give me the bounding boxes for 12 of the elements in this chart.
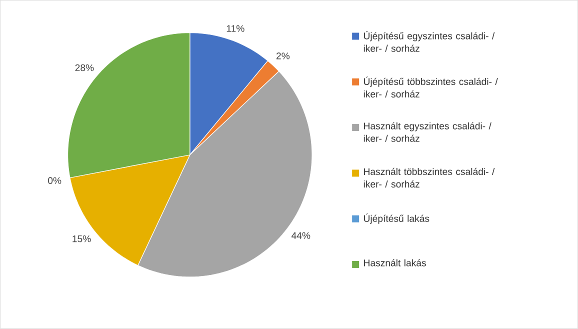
data-label: 15% — [72, 236, 91, 242]
data-label: 11% — [226, 25, 244, 32]
legend-label: Újépítésű lakás — [364, 214, 430, 224]
legend-label: Használt egyszintes családi- / iker- / sorház — [364, 122, 492, 142]
legend-label: Újépítésű egyszintes családi- / iker- / sorház — [364, 31, 495, 52]
legend-label: Újépítésű többszintes családi- / iker- / sorház — [364, 76, 498, 98]
data-label: 44% — [292, 232, 310, 240]
text: 0% — [48, 177, 62, 184]
legend-label: Használt lakás — [364, 259, 426, 266]
data-label: 2% — [276, 52, 290, 60]
legend-label: Használt többszintes családi- / iker- / sorház — [364, 168, 495, 188]
data-label: 28% — [75, 64, 94, 72]
